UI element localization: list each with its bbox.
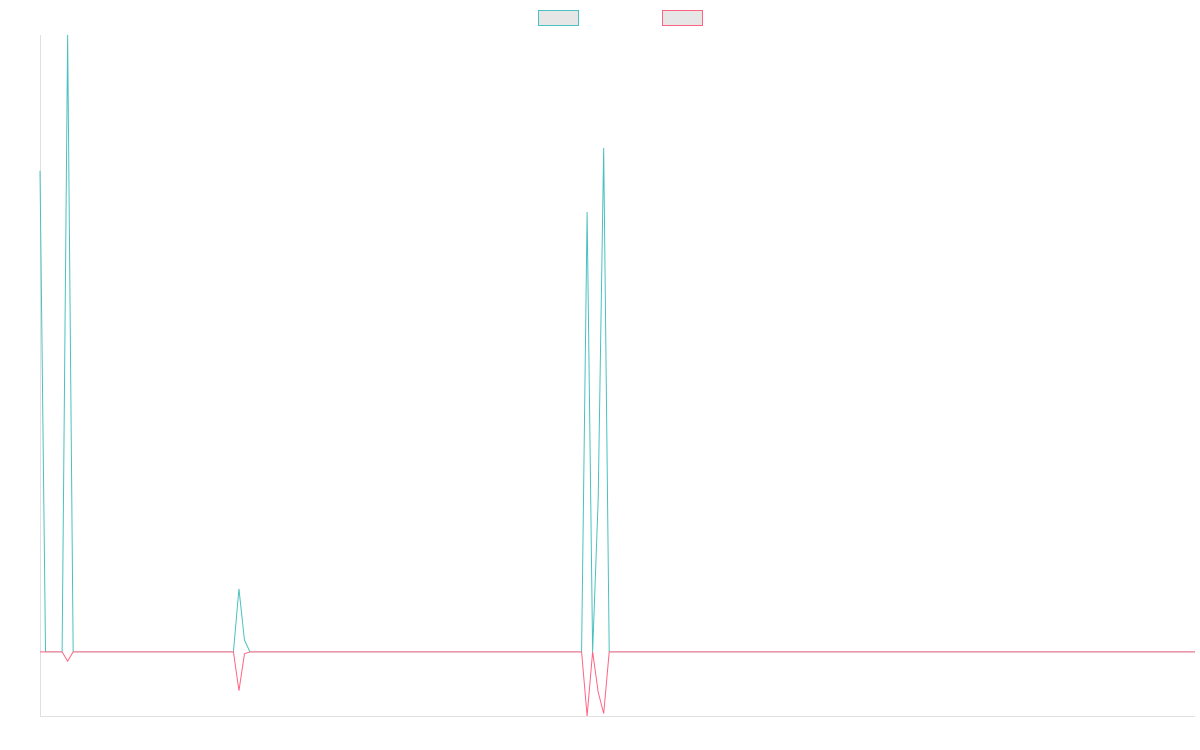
legend-swatch[interactable]	[662, 10, 703, 26]
series-line	[40, 651, 1195, 717]
legend-swatch[interactable]	[538, 10, 579, 26]
series-line	[39, 34, 1195, 653]
